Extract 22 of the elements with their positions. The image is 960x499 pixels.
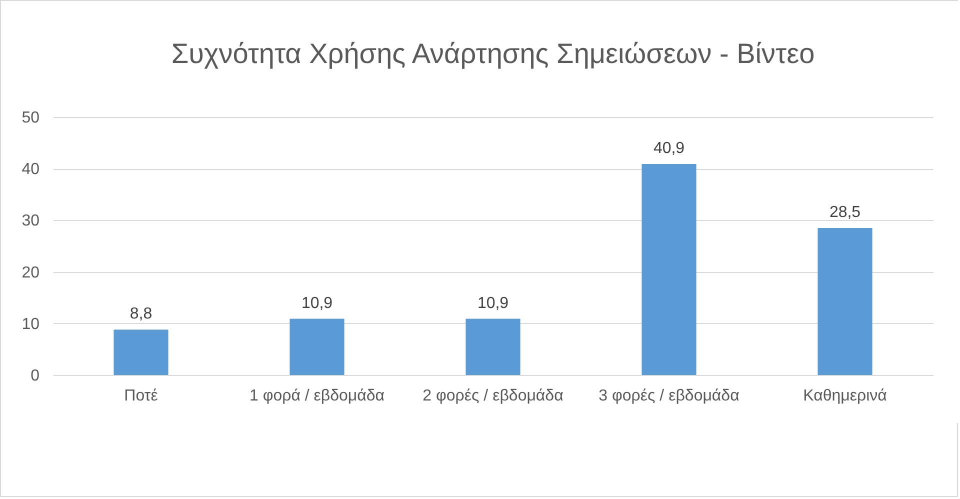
data-label: 40,9 <box>653 140 685 157</box>
y-tick-label: 40 <box>22 161 40 178</box>
data-label: 10,9 <box>477 294 509 312</box>
chart-title: Συχνότητα Χρήσης Ανάρτησης Σημειώσεων - Βίντεο <box>171 38 815 69</box>
y-tick-label: 50 <box>22 110 40 126</box>
x-tick-label: Καθημερινά <box>803 388 887 404</box>
y-tick-label: 10 <box>22 316 40 333</box>
data-label: 28,5 <box>829 204 861 221</box>
x-tick-label: Ποτέ <box>124 388 158 404</box>
y-tick-label: 20 <box>22 264 40 282</box>
bar <box>642 164 696 375</box>
y-tick-label: 0 <box>30 368 40 384</box>
bar <box>818 228 872 375</box>
bar <box>114 330 168 375</box>
data-label: 8,8 <box>130 306 152 323</box>
bar <box>290 318 344 375</box>
x-tick-label: 1 φορά / εβδομάδα <box>249 388 385 404</box>
bar <box>466 318 520 375</box>
data-label: 10,9 <box>301 294 333 312</box>
x-tick-label: 2 φορές / εβδομάδα <box>422 388 564 404</box>
x-tick-label: 3 φορές / εβδομάδα <box>598 388 740 404</box>
y-tick-label: 30 <box>22 212 40 230</box>
